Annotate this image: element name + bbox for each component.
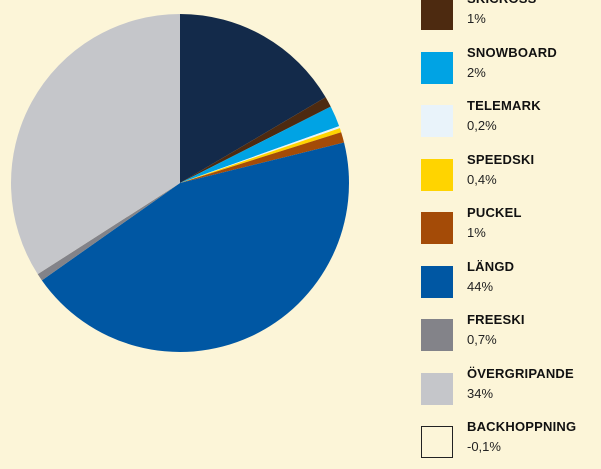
pie-slice-unlabeled — [180, 14, 326, 183]
legend-label: SKICROSS — [467, 0, 537, 6]
legend-value: -0,1% — [467, 439, 501, 454]
legend-swatch — [421, 0, 453, 30]
legend-item: SKICROSS 1% — [421, 0, 601, 41]
legend-value: 1% — [467, 11, 486, 26]
legend-value: 0,7% — [467, 332, 497, 347]
pie-slice-overgripande — [11, 14, 180, 275]
legend-value: 34% — [467, 385, 494, 401]
legend-swatch — [421, 372, 453, 405]
legend-swatch — [421, 158, 453, 191]
legend-item: ÖVERGRIPANDE 34% — [421, 362, 601, 416]
legend-label: FREESKI — [467, 312, 525, 327]
legend-label: ÖVERGRIPANDE — [467, 365, 574, 381]
legend-swatch — [421, 426, 453, 458]
legend-item: LÄNGD 44% — [421, 255, 601, 309]
legend-label: LÄNGD — [467, 258, 515, 274]
pie-slice-speedski — [180, 128, 342, 183]
legend-item: PUCKEL 1% — [421, 201, 601, 255]
chart-legend: SKICROSS 1% SNOWBOARD 2% TELEMARK 0,2% SPEEDSK… — [421, 0, 601, 469]
pie-slice-freeski — [37, 183, 181, 281]
legend-swatch — [421, 212, 453, 244]
legend-label: SPEEDSKI — [467, 151, 535, 167]
legend-swatch — [421, 105, 453, 137]
pie-slice-puckel — [180, 132, 345, 183]
legend-item: FREESKI 0,7% — [421, 308, 601, 362]
legend-item: BACKHOPPNING -0,1% — [421, 415, 601, 469]
legend-item: SPEEDSKI 0,4% — [421, 148, 601, 202]
legend-value: 0,4% — [467, 171, 497, 187]
legend-value: 44% — [467, 278, 494, 294]
legend-item: TELEMARK 0,2% — [421, 94, 601, 148]
pie-chart — [11, 14, 350, 353]
legend-label: SNOWBOARD — [467, 44, 557, 60]
pie-slice-skicross — [180, 97, 331, 183]
legend-value: 0,2% — [467, 118, 497, 133]
legend-label: PUCKEL — [467, 205, 522, 220]
pie-slice-snowboard — [180, 106, 340, 183]
legend-value: 1% — [467, 225, 486, 240]
legend-swatch — [421, 265, 453, 298]
legend-label: BACKHOPPNING — [467, 419, 577, 434]
pie-slice-langd — [41, 142, 350, 353]
pie-slice-telemark — [180, 126, 340, 183]
legend-swatch — [421, 319, 453, 351]
legend-label: TELEMARK — [467, 98, 541, 113]
legend-value: 2% — [467, 64, 486, 80]
legend-swatch — [421, 51, 453, 84]
legend-item: SNOWBOARD 2% — [421, 41, 601, 95]
